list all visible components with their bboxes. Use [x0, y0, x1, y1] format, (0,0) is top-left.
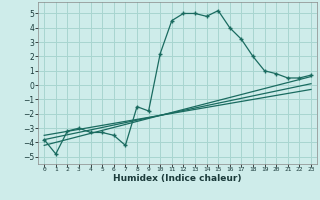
X-axis label: Humidex (Indice chaleur): Humidex (Indice chaleur) — [113, 174, 242, 183]
